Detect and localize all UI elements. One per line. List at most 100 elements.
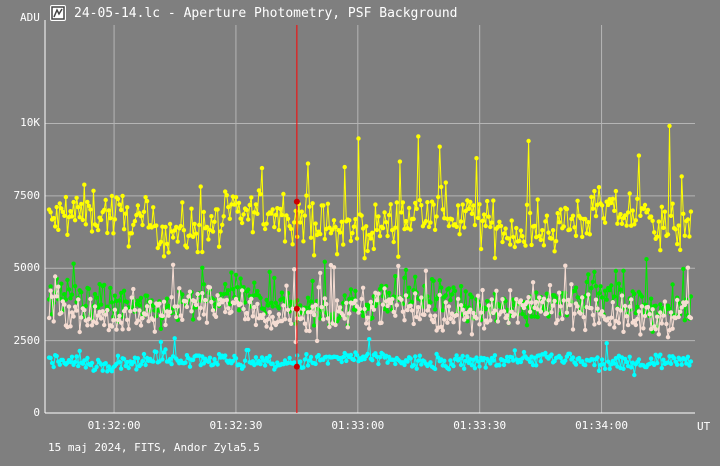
data-point <box>501 362 507 368</box>
data-point <box>281 191 286 197</box>
data-point <box>94 320 99 326</box>
data-point <box>471 357 476 362</box>
data-point <box>385 360 390 365</box>
data-point <box>250 314 255 319</box>
data-point <box>198 305 203 311</box>
data-point <box>365 351 370 357</box>
data-point <box>586 220 591 225</box>
data-point <box>109 369 115 374</box>
data-point <box>230 358 236 364</box>
data-point <box>334 252 340 257</box>
data-point <box>74 354 79 359</box>
data-point <box>200 249 205 255</box>
data-point <box>184 304 190 310</box>
data-point <box>140 315 145 321</box>
photometry-app-icon[interactable] <box>50 5 66 21</box>
data-point <box>313 361 318 367</box>
data-point <box>224 297 229 303</box>
data-point <box>526 295 531 300</box>
data-point <box>553 238 559 244</box>
data-point <box>227 216 232 221</box>
data-point <box>583 216 588 222</box>
data-point <box>318 270 323 276</box>
data-point <box>226 288 231 293</box>
data-point <box>532 223 537 229</box>
data-point <box>85 323 90 328</box>
data-point <box>509 355 514 360</box>
data-point <box>246 316 251 322</box>
data-point <box>226 306 231 311</box>
data-point <box>641 326 646 331</box>
data-point <box>276 227 282 233</box>
data-point <box>322 259 327 264</box>
data-point <box>220 222 225 227</box>
data-point <box>557 220 562 225</box>
data-point <box>163 347 168 352</box>
data-point <box>648 296 654 301</box>
data-point <box>178 313 183 318</box>
data-point <box>575 198 580 203</box>
data-point <box>501 309 507 314</box>
data-point <box>616 320 622 326</box>
data-point <box>451 363 456 369</box>
data-point <box>408 227 413 232</box>
data-point <box>322 236 327 242</box>
data-point <box>68 209 73 214</box>
data-point <box>550 228 556 233</box>
data-point <box>82 358 87 363</box>
data-point <box>593 213 599 219</box>
data-point <box>324 354 329 359</box>
data-point <box>534 290 539 295</box>
data-point <box>569 282 574 287</box>
data-point <box>175 304 180 309</box>
data-point <box>465 314 470 320</box>
data-point <box>508 288 513 293</box>
data-point <box>157 301 162 306</box>
data-point <box>265 317 271 322</box>
data-point <box>601 362 606 367</box>
data-point <box>158 339 164 345</box>
data-point <box>118 207 124 213</box>
data-point <box>682 357 687 362</box>
data-point <box>117 359 122 365</box>
data-point <box>65 232 70 237</box>
data-point <box>396 263 401 269</box>
data-point <box>174 314 179 320</box>
data-point <box>77 329 82 335</box>
data-point <box>636 357 642 362</box>
data-point <box>645 304 651 310</box>
data-point <box>100 309 105 314</box>
data-point <box>287 355 292 361</box>
data-point <box>485 320 490 325</box>
data-point <box>66 304 72 309</box>
data-point <box>518 359 524 365</box>
data-point <box>285 307 291 312</box>
data-point <box>549 352 554 357</box>
data-point <box>520 311 525 317</box>
data-point <box>72 283 78 289</box>
data-point <box>144 293 150 298</box>
data-point <box>48 284 53 289</box>
data-point <box>308 354 314 360</box>
data-point <box>512 348 517 353</box>
data-point <box>190 234 196 239</box>
x-tick-label: 01:34:00 <box>575 419 629 432</box>
data-point <box>269 326 274 331</box>
data-point <box>642 202 648 208</box>
data-point <box>311 312 317 318</box>
data-point <box>267 310 272 315</box>
data-point <box>167 356 173 362</box>
data-point <box>62 213 67 218</box>
data-point <box>342 350 347 356</box>
data-point <box>351 224 357 229</box>
data-point <box>163 224 168 230</box>
data-point <box>57 201 62 206</box>
data-point <box>627 304 632 309</box>
data-point <box>339 359 344 365</box>
data-point <box>602 220 608 225</box>
data-point <box>474 316 479 321</box>
data-point <box>619 221 625 226</box>
data-point <box>408 303 413 308</box>
data-point <box>428 300 433 305</box>
data-point <box>302 213 308 218</box>
